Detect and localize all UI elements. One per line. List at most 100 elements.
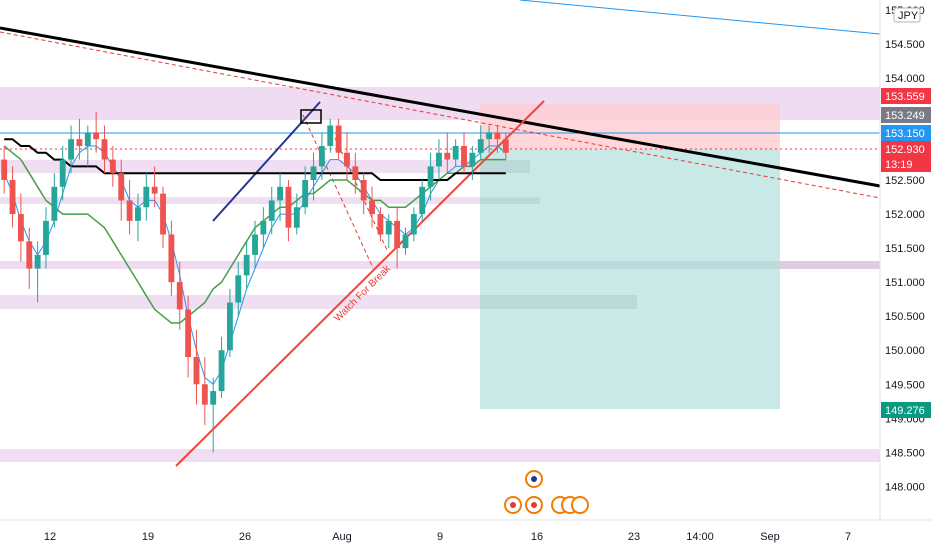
candle-body bbox=[486, 132, 493, 140]
y-ticks: 155.000154.500154.000153.500153.000152.5… bbox=[885, 5, 925, 494]
candle-body bbox=[252, 234, 258, 255]
candle-body bbox=[427, 166, 434, 187]
candle-body bbox=[243, 254, 250, 276]
y-tick-label: 151.500 bbox=[885, 243, 925, 255]
candle-body bbox=[201, 384, 208, 405]
candle-body bbox=[26, 241, 33, 269]
price-tag-label: 153.559 bbox=[885, 91, 925, 103]
candle-body bbox=[135, 207, 141, 221]
x-ticks: 12 19 26 Aug 9 16 23 14:00 Sep 7 bbox=[44, 531, 851, 543]
channel-dashed-1 bbox=[302, 114, 374, 269]
candle-body bbox=[277, 186, 284, 201]
dashed-downtrend-line bbox=[0, 31, 881, 199]
rising-trendline[interactable] bbox=[175, 100, 545, 467]
candle-body bbox=[344, 152, 350, 167]
candle-body bbox=[101, 139, 108, 160]
candle-body bbox=[494, 132, 501, 140]
x-tick-label: 23 bbox=[628, 531, 640, 543]
candle-body bbox=[419, 186, 426, 215]
y-tick-label: 149.500 bbox=[885, 379, 925, 391]
x-tick-label: Sep bbox=[760, 531, 780, 543]
candle-body bbox=[59, 159, 66, 187]
candle-body bbox=[9, 180, 16, 215]
candle-body bbox=[193, 357, 200, 385]
candle-body bbox=[268, 200, 275, 221]
candle-body bbox=[93, 132, 100, 140]
candle-body bbox=[17, 214, 24, 242]
y-tick-label: 152.000 bbox=[885, 209, 925, 221]
candle-body bbox=[369, 200, 375, 215]
candle-body bbox=[176, 282, 183, 310]
price-tag-bg bbox=[881, 156, 931, 172]
x-tick-label: 26 bbox=[239, 531, 251, 543]
x-tick-label: 7 bbox=[845, 531, 851, 543]
zone-150-900 bbox=[0, 295, 637, 309]
y-tick-label: 148.000 bbox=[885, 481, 925, 493]
y-tick-label: 152.500 bbox=[885, 175, 925, 187]
candle-body bbox=[444, 152, 451, 160]
candle-body bbox=[402, 234, 409, 249]
price-tag-bg bbox=[881, 402, 931, 418]
candle-body bbox=[168, 234, 175, 283]
candle-body bbox=[76, 139, 83, 146]
candle-body bbox=[34, 254, 41, 269]
candle-body bbox=[410, 214, 417, 235]
price-tag-label: 149.276 bbox=[885, 405, 925, 417]
candle-body bbox=[260, 220, 267, 235]
y-tick-label: 151.000 bbox=[885, 277, 925, 289]
candle-body bbox=[477, 139, 484, 153]
candle-body bbox=[109, 159, 116, 174]
candle-body bbox=[352, 166, 359, 181]
candle-body bbox=[335, 125, 342, 153]
candle-body bbox=[151, 186, 158, 194]
candle-body bbox=[235, 275, 242, 303]
candle-body bbox=[1, 159, 8, 181]
price-tag-bg bbox=[881, 125, 931, 141]
candle-body bbox=[285, 186, 292, 228]
zone-151-300 bbox=[0, 261, 880, 269]
candle-body bbox=[452, 145, 459, 160]
price-tag-bg bbox=[881, 141, 931, 157]
x-tick-label: 16 bbox=[531, 531, 543, 543]
price-tag-label: 152.930 bbox=[885, 144, 925, 156]
channel-line-blue bbox=[212, 101, 321, 222]
x-tick-label: 14:00 bbox=[686, 531, 714, 543]
candle-body bbox=[293, 207, 300, 228]
candle-body bbox=[302, 180, 309, 208]
candle-body bbox=[51, 186, 58, 221]
y-tick-label: 148.500 bbox=[885, 447, 925, 459]
candle-body bbox=[469, 152, 476, 167]
candle-body bbox=[385, 220, 392, 235]
take-profit-zone[interactable] bbox=[480, 149, 780, 409]
candle-body bbox=[502, 139, 509, 153]
price-tag-label: 13:19 bbox=[885, 159, 913, 171]
thin-blue-downtrend bbox=[519, 0, 881, 35]
x-tick-label: 9 bbox=[437, 531, 443, 543]
price-tags: 153.559 153.249 153.150 152.930 13:19 149.276 bbox=[881, 88, 931, 418]
price-tag-label: 153.150 bbox=[885, 128, 925, 140]
time-axis[interactable] bbox=[0, 520, 880, 550]
event-icons bbox=[504, 470, 589, 514]
candle-body bbox=[43, 220, 49, 255]
svg-text:JPY: JPY bbox=[898, 10, 919, 22]
candle-body bbox=[84, 132, 91, 146]
x-tick-label: 12 bbox=[44, 531, 56, 543]
candle-body bbox=[394, 220, 401, 249]
major-downtrend-line[interactable] bbox=[0, 26, 881, 188]
candle-body bbox=[226, 302, 233, 351]
y-tick-label: 154.000 bbox=[885, 73, 925, 85]
candle-body bbox=[461, 145, 467, 167]
candle-body bbox=[210, 391, 217, 405]
zone-152-600 bbox=[0, 160, 530, 173]
price-tag-bg bbox=[881, 88, 931, 104]
price-axis[interactable] bbox=[880, 0, 932, 520]
price-tag-label: 153.249 bbox=[885, 110, 925, 122]
event-flag-icon bbox=[571, 496, 589, 514]
y-tick-label: 150.500 bbox=[885, 311, 925, 323]
candle-body bbox=[327, 125, 334, 146]
y-tick-label: 154.500 bbox=[885, 39, 925, 51]
candle-body bbox=[318, 145, 325, 167]
candle-body bbox=[185, 309, 192, 358]
